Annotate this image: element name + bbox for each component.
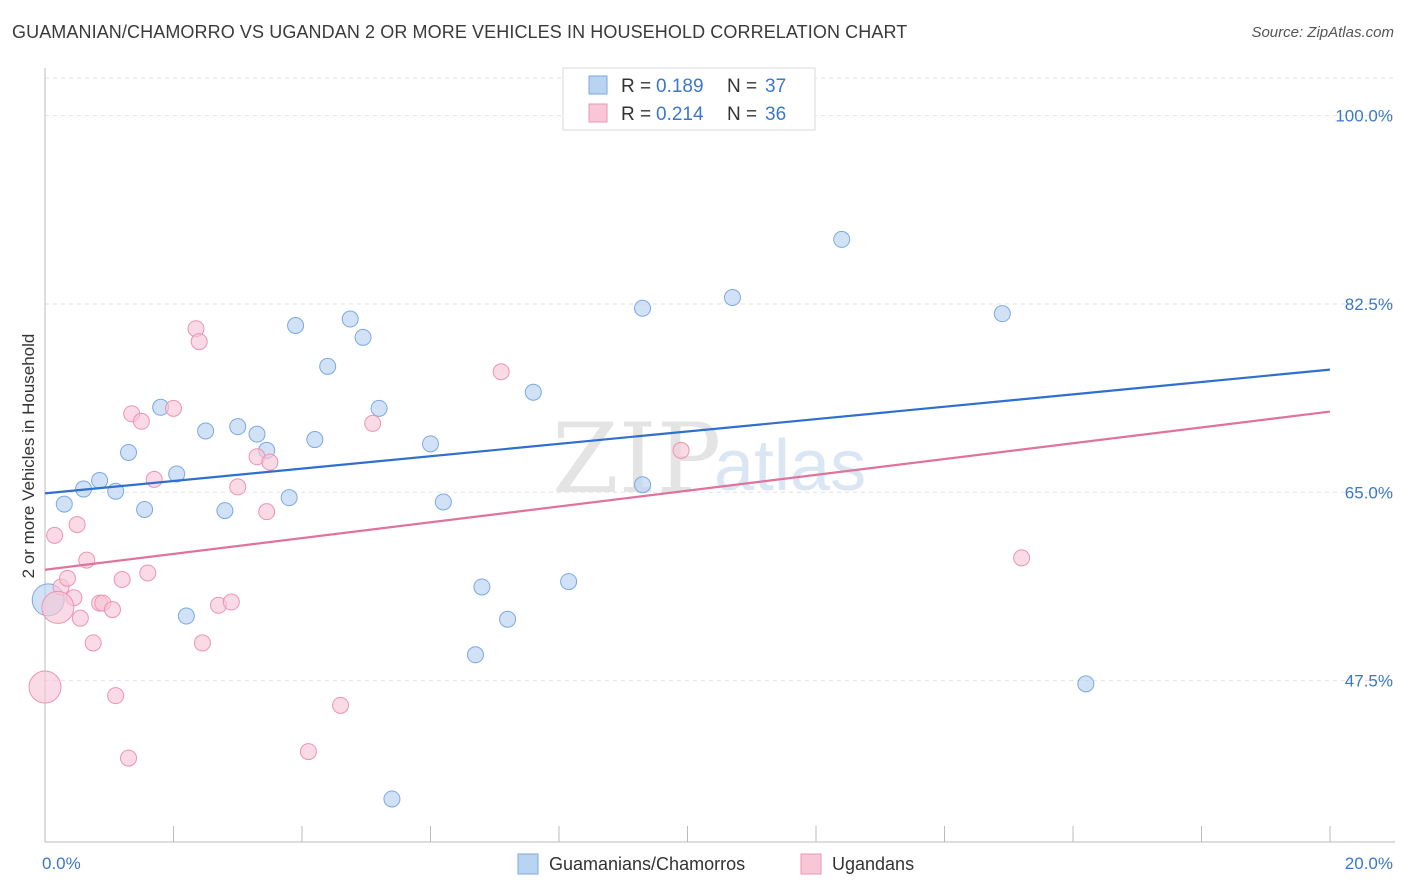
- point-guam-10: [216, 502, 234, 520]
- point-uganda-34: [1013, 549, 1031, 567]
- y-tick-label-2: 82.5%: [1345, 295, 1393, 314]
- point-guam-2: [91, 471, 109, 489]
- point-uganda-25: [229, 478, 247, 496]
- point-guam-29: [634, 476, 652, 494]
- legend-n-value-uganda: 36: [765, 104, 786, 125]
- series-guamanians: [31, 230, 1095, 808]
- point-guam-8: [177, 607, 195, 625]
- legend-swatch-ugandans: [588, 103, 608, 123]
- point-uganda-17: [139, 564, 157, 582]
- point-guam-26: [499, 610, 517, 628]
- point-guam-22: [422, 435, 439, 453]
- point-uganda-11: [103, 601, 121, 619]
- legend-n-value-guam: 37: [765, 76, 786, 97]
- point-uganda-19: [165, 399, 182, 417]
- point-uganda-21: [190, 333, 208, 351]
- point-uganda-33: [672, 441, 690, 459]
- bottom-legend-label-ugandans: Ugandans: [832, 854, 914, 874]
- point-uganda-3: [58, 569, 76, 587]
- point-uganda-14: [120, 749, 138, 767]
- point-guam-5: [136, 500, 154, 518]
- y-tick-labels: 47.5% 65.0% 82.5% 100.0%: [1335, 107, 1393, 691]
- point-guam-19: [354, 328, 372, 346]
- legend-n-label-guam: N =: [727, 76, 757, 97]
- point-uganda-1: [46, 526, 64, 544]
- point-guam-17: [319, 357, 337, 375]
- point-guam-25: [473, 578, 491, 596]
- grid-lines: [45, 77, 1395, 682]
- point-guam-20: [370, 399, 388, 417]
- point-uganda-22: [193, 634, 211, 652]
- x-tick-label-0: 0.0%: [42, 854, 81, 873]
- point-guam-11: [229, 418, 247, 436]
- point-uganda-28: [261, 453, 279, 471]
- axes: [44, 68, 1395, 843]
- point-guam-18: [341, 310, 359, 328]
- point-guam-14: [280, 489, 298, 507]
- chart-source: Source: ZipAtlas.com: [1251, 24, 1394, 41]
- point-guam-31: [723, 289, 741, 307]
- point-guam-27: [524, 383, 542, 401]
- legend-n-label-uganda: N =: [727, 104, 757, 125]
- point-guam-33: [993, 305, 1011, 323]
- point-guam-16: [306, 431, 324, 449]
- series-ugandans: [28, 320, 1031, 767]
- bottom-legend-swatch-ugandans: [800, 853, 822, 875]
- y-tick-label-0: 47.5%: [1345, 672, 1393, 691]
- bottom-legend: Guamanians/Chamorros Ugandans: [517, 853, 914, 875]
- point-uganda-16: [132, 412, 150, 430]
- point-guam-32: [833, 230, 851, 248]
- point-uganda-29: [299, 743, 317, 761]
- point-guam-30: [634, 299, 652, 317]
- point-uganda-0: [28, 670, 62, 704]
- top-legend: R = 0.189 N = 37 R = 0.214 N = 36: [562, 67, 816, 131]
- point-guam-12: [248, 425, 266, 443]
- trend-lines: [44, 368, 1331, 571]
- point-uganda-27: [258, 503, 276, 521]
- legend-r-label-uganda: R =: [621, 104, 651, 125]
- point-uganda-24: [222, 593, 240, 611]
- point-uganda-13: [113, 570, 131, 588]
- trend-line-guam: [44, 368, 1331, 495]
- point-uganda-6: [71, 609, 89, 627]
- x-tick-label-1: 20.0%: [1345, 854, 1393, 873]
- point-guam-21: [383, 790, 401, 808]
- watermark-atlas: atlas: [714, 426, 866, 506]
- legend-r-value-guam: 0.189: [656, 76, 704, 97]
- legend-swatch-guamanians: [588, 75, 608, 95]
- x-tick-labels: 0.0% 20.0%: [42, 854, 1393, 873]
- bottom-legend-label-guamanians: Guamanians/Chamorros: [549, 854, 745, 874]
- point-uganda-31: [364, 414, 382, 432]
- point-guam-24: [466, 646, 484, 664]
- point-uganda-35: [41, 590, 75, 624]
- y-axis-label: 2 or more Vehicles in Household: [19, 334, 38, 579]
- point-guam-0: [55, 495, 73, 513]
- point-uganda-30: [332, 696, 350, 714]
- point-uganda-8: [84, 634, 102, 652]
- point-guam-23: [434, 493, 452, 511]
- point-uganda-5: [68, 516, 86, 534]
- watermark-zip: ZIP: [552, 403, 721, 515]
- point-guam-9: [197, 422, 215, 440]
- point-uganda-18: [145, 470, 163, 488]
- bottom-legend-swatch-guamanians: [517, 853, 539, 875]
- point-uganda-12: [107, 687, 125, 705]
- trend-line-uganda: [44, 410, 1331, 571]
- point-guam-7: [168, 465, 186, 483]
- chart-title: GUAMANIAN/CHAMORRO VS UGANDAN 2 OR MORE …: [12, 22, 908, 42]
- point-guam-15: [287, 316, 305, 334]
- legend-r-label-guam: R =: [621, 76, 651, 97]
- point-guam-34: [1077, 675, 1095, 693]
- point-uganda-32: [492, 363, 510, 381]
- point-guam-28: [560, 573, 578, 591]
- point-guam-4: [120, 443, 138, 461]
- legend-r-value-uganda: 0.214: [656, 104, 704, 125]
- y-tick-label-3: 100.0%: [1335, 107, 1393, 126]
- y-tick-label-1: 65.0%: [1345, 483, 1393, 502]
